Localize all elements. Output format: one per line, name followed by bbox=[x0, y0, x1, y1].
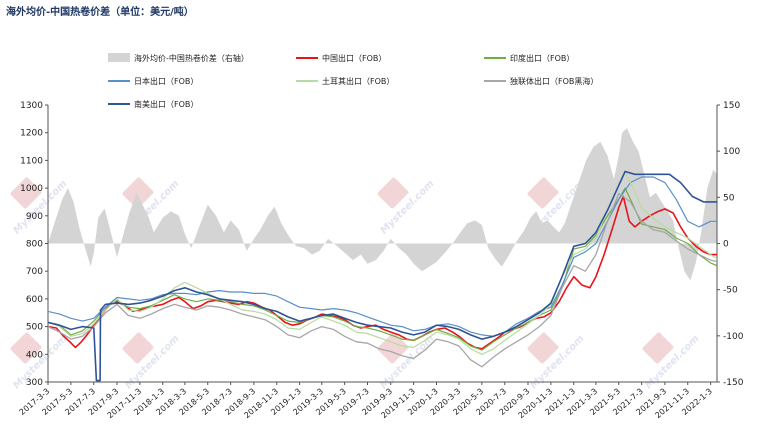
chart-title: 海外均价-中国热卷价差（单位：美元/吨） bbox=[6, 7, 194, 18]
legend-item: 独联体出口（FOB黑海） bbox=[484, 76, 598, 86]
left-tick-label: 1200 bbox=[20, 129, 43, 139]
right-tick-label: 150 bbox=[723, 101, 740, 111]
legend-item: 海外均价-中国热卷价差（右轴） bbox=[108, 53, 249, 63]
right-tick-label: -150 bbox=[723, 378, 744, 388]
left-tick-label: 500 bbox=[26, 323, 43, 333]
legend-label: 印度出口（FOB） bbox=[510, 53, 574, 63]
legend-item: 南美出口（FOB） bbox=[108, 99, 198, 109]
legend-label: 独联体出口（FOB黑海） bbox=[510, 76, 598, 86]
series-line-5 bbox=[48, 170, 717, 382]
left-tick-label: 800 bbox=[26, 240, 43, 250]
right-tick-label: 0 bbox=[723, 240, 729, 250]
legend-item: 中国出口（FOB） bbox=[296, 53, 386, 63]
left-tick-label: 400 bbox=[26, 350, 43, 360]
left-tick-label: 700 bbox=[26, 267, 43, 277]
right-tick-label: 100 bbox=[723, 147, 740, 157]
spread-area bbox=[48, 128, 717, 281]
right-tick-label: -50 bbox=[723, 286, 738, 296]
legend-label: 南美出口（FOB） bbox=[134, 99, 198, 109]
left-tick-label: 1000 bbox=[20, 184, 43, 194]
legend-label: 土耳其出口（FOB） bbox=[322, 76, 394, 86]
legend-swatch bbox=[108, 53, 130, 62]
watermark-logo: Mysteel.com bbox=[377, 177, 437, 237]
left-tick-label: 1300 bbox=[20, 101, 43, 111]
left-tick-label: 900 bbox=[26, 212, 43, 222]
right-tick-label: -100 bbox=[723, 332, 744, 342]
watermark-logo: Mysteel.com bbox=[122, 332, 182, 392]
legend-item: 日本出口（FOB） bbox=[108, 76, 198, 86]
legend-label: 日本出口（FOB） bbox=[134, 76, 198, 86]
left-tick-label: 300 bbox=[26, 378, 43, 388]
legend-label: 海外均价-中国热卷价差（右轴） bbox=[134, 53, 249, 63]
right-tick-label: 50 bbox=[723, 193, 735, 203]
legend-item: 印度出口（FOB） bbox=[484, 53, 574, 63]
left-tick-label: 600 bbox=[26, 295, 43, 305]
left-tick-label: 1100 bbox=[20, 156, 43, 166]
legend-item: 土耳其出口（FOB） bbox=[296, 76, 394, 86]
series-line-4 bbox=[48, 192, 717, 368]
watermark-logo: Mysteel.com bbox=[642, 332, 702, 392]
legend-label: 中国出口（FOB） bbox=[322, 53, 386, 63]
series-line-0 bbox=[48, 195, 717, 350]
